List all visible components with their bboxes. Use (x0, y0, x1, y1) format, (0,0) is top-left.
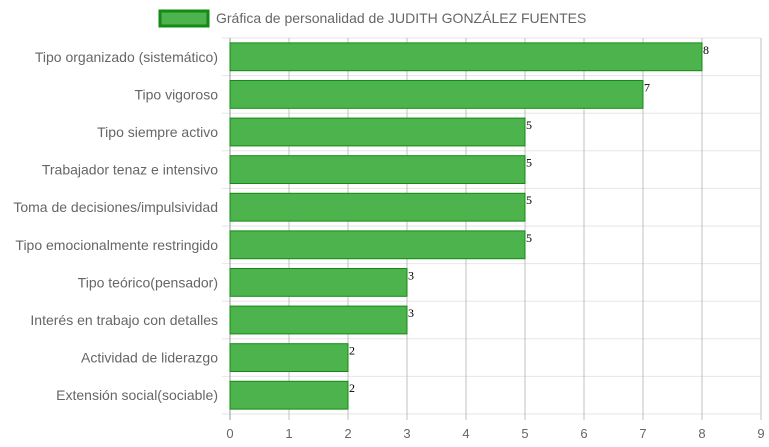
category-label: Interés en trabajo con detalles (30, 312, 218, 328)
data-label: 7 (644, 80, 650, 94)
data-label: 3 (408, 306, 414, 320)
data-label: 2 (349, 344, 355, 358)
legend-swatch[interactable] (158, 9, 210, 28)
x-tick-label: 8 (698, 426, 705, 441)
x-tick-label: 0 (226, 426, 233, 441)
x-tick-label: 5 (521, 426, 528, 441)
data-label: 8 (703, 43, 709, 57)
chart-bars (229, 42, 703, 410)
bar[interactable] (229, 42, 703, 72)
data-label: 3 (408, 268, 414, 282)
category-label: Tipo organizado (sistemático) (35, 49, 218, 65)
legend-label[interactable]: Gráfica de personalidad de JUDITH GONZÁL… (216, 10, 586, 26)
data-label: 5 (526, 231, 532, 245)
bar[interactable] (229, 343, 349, 373)
data-label: 5 (526, 118, 532, 132)
data-labels: 8 7 5 5 5 5 3 3 2 2 (349, 43, 709, 395)
data-label: 5 (526, 156, 532, 170)
category-label: Tipo vigoroso (134, 86, 218, 102)
bar[interactable] (229, 192, 526, 222)
data-label: 5 (526, 193, 532, 207)
category-label: Extensión social(sociable) (56, 387, 218, 403)
x-axis-tick-labels: 0 1 2 3 4 5 6 7 8 9 (226, 426, 764, 441)
category-labels: Tipo organizado (sistemático) Tipo vigoro… (13, 49, 218, 403)
bar[interactable] (229, 155, 526, 185)
category-label: Trabajador tenaz e intensivo (42, 162, 218, 178)
x-tick-label: 1 (285, 426, 292, 441)
x-tick-label: 9 (757, 426, 764, 441)
category-label: Actividad de liderazgo (81, 350, 218, 366)
category-label: Toma de decisiones/impulsividad (13, 199, 218, 215)
bar[interactable] (229, 79, 644, 109)
x-tick-label: 4 (462, 426, 469, 441)
bar[interactable] (229, 117, 526, 147)
category-label: Tipo teórico(pensador) (78, 274, 218, 290)
x-tick-label: 7 (639, 426, 646, 441)
x-tick-label: 3 (403, 426, 410, 441)
chart-legend[interactable]: Gráfica de personalidad de JUDITH GONZÁL… (158, 9, 586, 28)
x-tick-label: 2 (344, 426, 351, 441)
data-label: 2 (349, 381, 355, 395)
bar[interactable] (229, 230, 526, 260)
bar[interactable] (229, 267, 408, 297)
bar[interactable] (229, 305, 408, 335)
category-label: Tipo emocionalmente restringido (15, 237, 218, 253)
x-tick-label: 6 (580, 426, 587, 441)
category-label: Tipo siempre activo (97, 124, 218, 140)
bar[interactable] (229, 380, 349, 410)
